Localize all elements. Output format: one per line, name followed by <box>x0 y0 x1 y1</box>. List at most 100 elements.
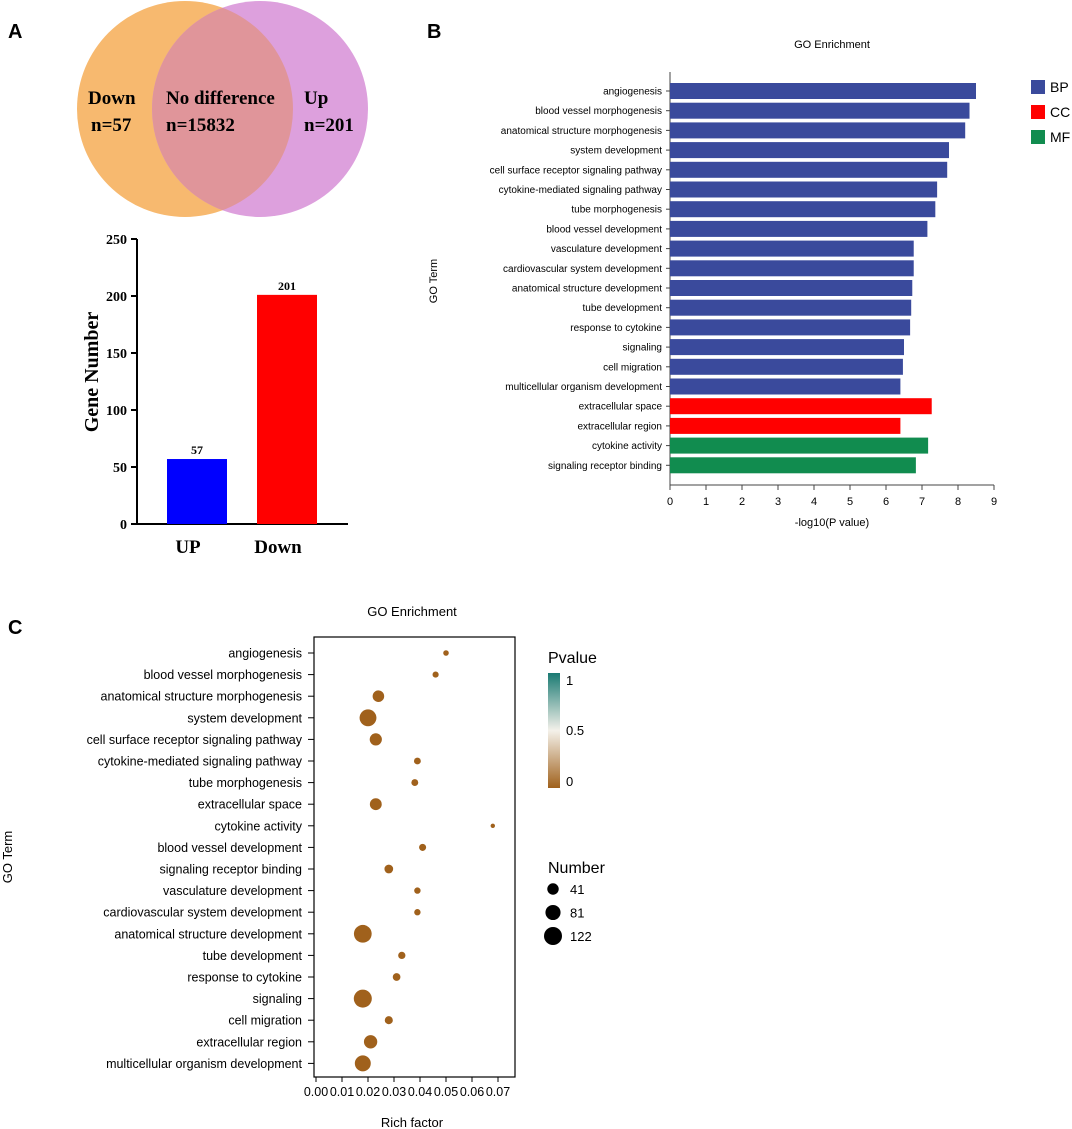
y-tick-label: blood vessel development <box>546 224 662 235</box>
data-point <box>369 733 382 746</box>
venn-up-label: Up <box>304 88 328 109</box>
y-tick-label: anatomical structure development <box>512 284 662 295</box>
x-axis-title: -log10(P value) <box>795 517 869 529</box>
y-tick-label: 250 <box>106 233 127 248</box>
y-tick-label: cytokine activity <box>592 441 662 452</box>
y-tick-label: multicellular organism development <box>505 382 662 393</box>
go-enrichment-dot-plot: GO Enrichment GO Term Rich factor Pvalue… <box>0 604 606 1129</box>
venn-center-count: n=15832 <box>166 115 235 136</box>
bar <box>670 280 913 296</box>
y-tick-label: extracellular region <box>578 421 663 432</box>
y-tick-label: anatomical structure morphogenesis <box>101 690 303 704</box>
bar <box>670 299 912 316</box>
data-point <box>354 1055 371 1072</box>
bar <box>670 240 914 257</box>
x-axis-title: Rich factor <box>381 1115 444 1129</box>
y-tick-label: blood vessel morphogenesis <box>535 106 662 117</box>
gene-number-bar-chart: Gene Number 0 50 100 150 200 250 57 UP 201 Down <box>81 233 348 558</box>
y-tick-label: angiogenesis <box>603 87 662 98</box>
x-tick-label: 7 <box>919 496 925 508</box>
bar <box>670 260 914 277</box>
plot-frame <box>313 636 516 1078</box>
data-point <box>419 843 427 851</box>
x-tick-label: 8 <box>955 496 961 508</box>
bar <box>670 378 901 395</box>
x-tick-label: 0.03 <box>382 1085 406 1099</box>
y-tick-label: response to cytokine <box>187 971 302 985</box>
size-legend-title: Number <box>548 860 606 877</box>
data-point <box>414 887 421 894</box>
size-legend-label: 41 <box>570 882 584 897</box>
chart-title: GO Enrichment <box>367 604 457 619</box>
data-point <box>353 989 372 1008</box>
y-tick-label: 0 <box>120 518 127 533</box>
data-point <box>384 864 394 874</box>
data-point <box>369 798 382 811</box>
size-legend-label: 81 <box>570 906 584 921</box>
y-tick-label: signaling <box>253 992 302 1006</box>
y-tick-label: 200 <box>106 290 127 305</box>
bar <box>670 181 938 198</box>
venn-down-label: Down <box>88 88 136 109</box>
y-tick-label: cell surface receptor signaling pathway <box>87 733 303 747</box>
color-legend-tick: 1 <box>566 673 573 688</box>
y-tick-label: anatomical structure development <box>114 927 302 941</box>
y-tick-label: signaling receptor binding <box>548 461 662 472</box>
color-legend-bar <box>548 673 560 788</box>
data-point <box>443 650 449 656</box>
y-tick-label: signaling <box>623 343 662 354</box>
y-tick-label: vasculature development <box>163 884 302 898</box>
y-axis-title: GO Term <box>428 259 440 303</box>
y-tick-label: multicellular organism development <box>106 1057 302 1071</box>
x-tick-label: 0.06 <box>460 1085 484 1099</box>
y-tick-label: cell migration <box>228 1014 302 1028</box>
y-tick-label: cytokine-mediated signaling pathway <box>98 755 303 769</box>
size-legend-dot <box>547 883 559 895</box>
x-tick-label: Down <box>254 537 302 558</box>
bar <box>167 459 227 524</box>
x-tick-label: 9 <box>991 496 997 508</box>
data-point <box>432 671 439 678</box>
legend-label: MF <box>1050 129 1070 145</box>
y-tick-label: 100 <box>106 404 127 419</box>
y-tick-label: cell surface receptor signaling pathway <box>490 165 662 176</box>
bar <box>670 122 966 139</box>
x-tick-label: 5 <box>847 496 853 508</box>
y-tick-label: extracellular space <box>579 402 663 413</box>
legend-label: CC <box>1050 104 1070 120</box>
x-tick-label: 4 <box>811 496 817 508</box>
data-point <box>413 757 421 765</box>
x-tick-label: 0.01 <box>330 1085 354 1099</box>
legend-swatch <box>1031 80 1045 94</box>
y-tick-label: 150 <box>106 347 127 362</box>
color-legend-title: Pvalue <box>548 650 597 667</box>
bar <box>670 437 929 454</box>
x-tick-label: 6 <box>883 496 889 508</box>
y-tick-label: signaling receptor binding <box>160 863 303 877</box>
legend-swatch <box>1031 130 1045 144</box>
bar <box>670 339 904 356</box>
data-point <box>372 690 385 702</box>
y-axis-title: Gene Number <box>81 312 103 433</box>
bar <box>670 417 901 434</box>
y-tick-label: tube development <box>203 949 303 963</box>
y-tick-label: tube morphogenesis <box>189 776 302 790</box>
size-legend-dot <box>544 927 562 945</box>
y-axis-title: GO Term <box>0 831 15 884</box>
y-tick-label: cardiovascular system development <box>503 264 662 275</box>
y-tick-label: tube morphogenesis <box>571 205 662 216</box>
data-point <box>392 973 401 981</box>
y-tick-label: 50 <box>113 461 127 476</box>
bar <box>670 398 932 415</box>
data-point <box>490 823 495 828</box>
data-point <box>398 951 406 960</box>
venn-diagram: Down n=57 No difference n=15832 Up n=201 <box>77 1 368 217</box>
data-point <box>359 709 377 727</box>
y-tick-label: tube development <box>582 303 662 314</box>
chart-title: GO Enrichment <box>794 39 870 51</box>
legend-swatch <box>1031 105 1045 119</box>
y-tick-label: blood vessel development <box>157 841 302 855</box>
y-tick-label: cardiovascular system development <box>103 906 302 920</box>
venn-center-label: No difference <box>166 88 275 109</box>
